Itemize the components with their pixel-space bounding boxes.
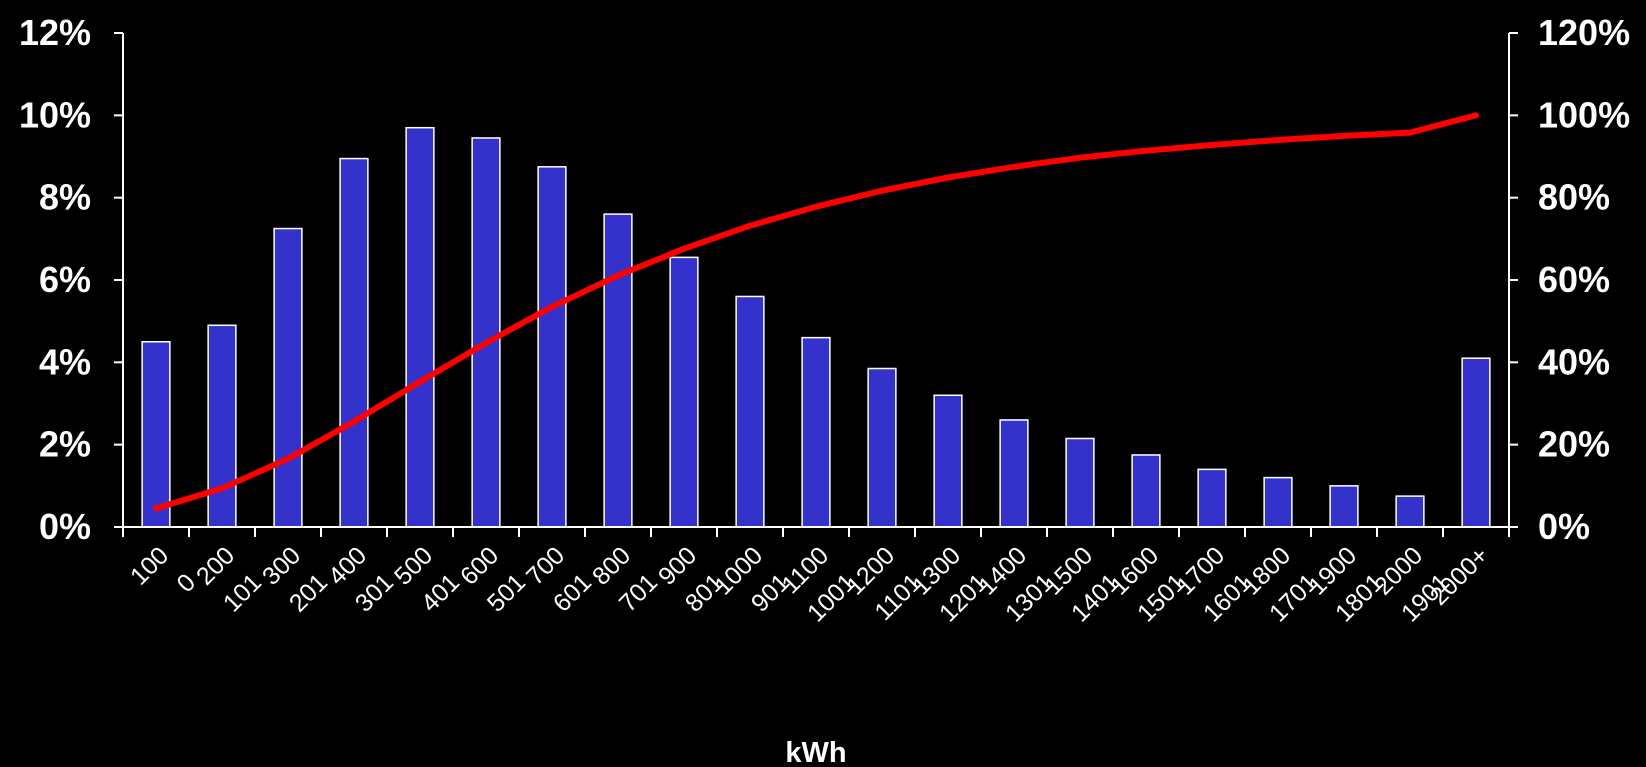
x-tick-label: 500401 bbox=[389, 541, 465, 617]
right-tick-label: 20% bbox=[1538, 424, 1610, 465]
x-tick-label: 1000 bbox=[125, 541, 201, 617]
right-tick-labels: 0% 20% 40% 60% 80% 100% 120% bbox=[1538, 12, 1630, 547]
cumulative-line bbox=[153, 112, 1479, 512]
left-tick-label: 0% bbox=[39, 506, 91, 547]
right-tick-label: 100% bbox=[1538, 94, 1630, 135]
bar bbox=[669, 256, 699, 528]
left-tick-labels: 0% 2% 4% 6% 8% 10% 12% bbox=[19, 12, 91, 547]
bar bbox=[999, 419, 1029, 528]
right-tick-label: 60% bbox=[1538, 259, 1610, 300]
x-tick-labels: 1000200101300201400301500401600501700601… bbox=[125, 541, 1494, 627]
bar bbox=[207, 324, 237, 528]
bar bbox=[405, 126, 435, 528]
left-tick-label: 6% bbox=[39, 259, 91, 300]
bar bbox=[867, 367, 897, 528]
left-tick-label: 4% bbox=[39, 341, 91, 382]
cumulative-line-group bbox=[153, 112, 1479, 512]
x-tick-label: 700601 bbox=[521, 541, 597, 617]
left-tick-label: 2% bbox=[39, 424, 91, 465]
x-tick-label: 400301 bbox=[323, 541, 399, 617]
x-tick-label: 200101 bbox=[191, 541, 267, 617]
right-tick-label: 80% bbox=[1538, 177, 1610, 218]
bar bbox=[537, 166, 567, 528]
bar bbox=[1197, 468, 1227, 528]
x-axis-title: kWh bbox=[785, 737, 846, 767]
right-tick-label: 40% bbox=[1538, 341, 1610, 382]
left-tick-label: 12% bbox=[19, 12, 91, 53]
bar bbox=[1461, 357, 1491, 528]
bar bbox=[1395, 495, 1425, 528]
left-tick-label: 10% bbox=[19, 94, 91, 135]
bar bbox=[1263, 476, 1293, 528]
bar bbox=[471, 137, 501, 528]
right-tick-label: 120% bbox=[1538, 12, 1630, 53]
bar bbox=[603, 213, 633, 528]
bar bbox=[1329, 485, 1359, 528]
bars-group bbox=[141, 126, 1491, 528]
bar bbox=[141, 341, 171, 528]
x-tick-label: 800701 bbox=[587, 541, 663, 617]
axes-group bbox=[114, 32, 1518, 537]
x-tick-label: 300201 bbox=[257, 541, 333, 617]
bar bbox=[273, 227, 303, 528]
bar bbox=[339, 157, 369, 528]
bar bbox=[1131, 454, 1161, 528]
bar bbox=[933, 394, 963, 528]
x-tick-label: 600501 bbox=[455, 541, 531, 617]
bar bbox=[735, 295, 765, 528]
bar bbox=[1065, 437, 1095, 528]
left-tick-label: 8% bbox=[39, 177, 91, 218]
right-tick-label: 0% bbox=[1538, 506, 1590, 547]
bar bbox=[801, 336, 831, 528]
